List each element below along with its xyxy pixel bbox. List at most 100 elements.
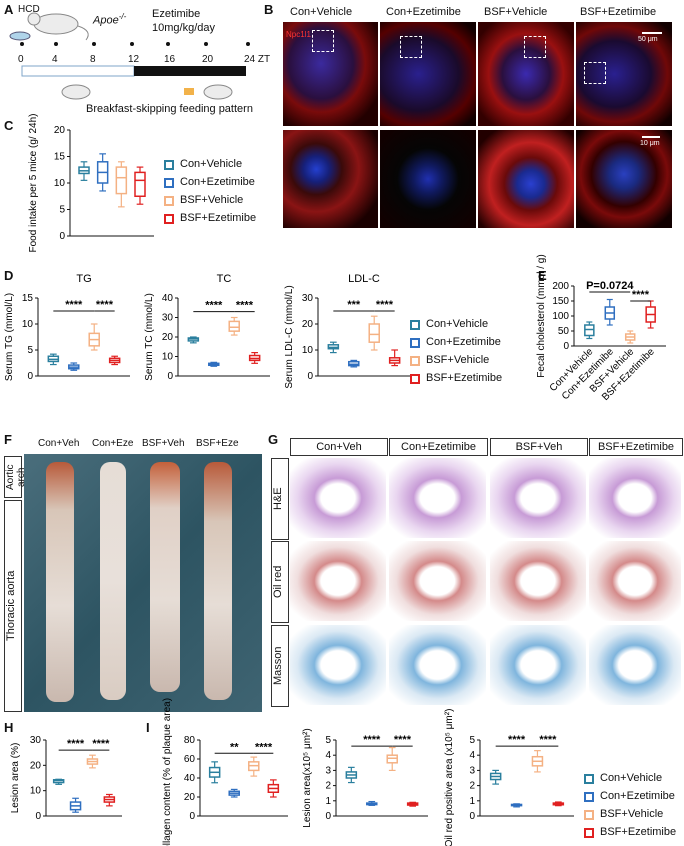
panel-g-title: BSF+Veh bbox=[490, 438, 588, 456]
y-tick-label: 0 bbox=[167, 371, 173, 382]
panel-letter-h: H bbox=[4, 720, 14, 735]
panel-f-title: Con+Eze bbox=[92, 438, 134, 449]
legend-swatch bbox=[584, 774, 594, 784]
box-bsf-vehicle bbox=[115, 166, 128, 195]
label-thoracic-aorta: Thoracic aorta bbox=[4, 500, 22, 712]
sig-label: **** bbox=[92, 738, 110, 750]
legend-label: BSF+Ezetimibe bbox=[180, 212, 257, 224]
box-bsf-ezetimibe bbox=[134, 171, 146, 198]
panel-g-row-label: Oil red bbox=[271, 541, 289, 623]
legend-swatch bbox=[164, 178, 174, 188]
sig-label: **** bbox=[632, 289, 650, 301]
schematic-a bbox=[9, 12, 246, 100]
chart-d-tc: 0 10 20 30 40 Serum TC (mmol/L) TC **** **** bbox=[144, 273, 270, 382]
sig-label: **** bbox=[236, 300, 254, 312]
sig-label: P=0.0724 bbox=[586, 280, 634, 292]
y-axis-label: Serum TC (mmol/L) bbox=[144, 293, 155, 381]
timeline-dot bbox=[204, 42, 208, 46]
chart-i-lesion-area: 0 1 2 3 4 5 Lesion area(x10⁵ μm²) **** **** bbox=[302, 728, 428, 828]
y-tick-label: 0 bbox=[59, 231, 65, 242]
y-tick-label: 20 bbox=[162, 332, 174, 343]
chart-e-fecal: 0 50 100 150 200 Fecal cholesterol (mmol / g)… bbox=[536, 254, 666, 403]
legend-label: Con+Vehicle bbox=[180, 158, 243, 170]
y-tick-label: 40 bbox=[184, 773, 196, 784]
panel-letter-b: B bbox=[264, 2, 274, 17]
histology-image bbox=[290, 458, 386, 538]
npc1l1-stain-label: Npc1l1 bbox=[286, 30, 311, 39]
zoom-box-2 bbox=[400, 36, 422, 58]
micro-b-top-bsf-veh bbox=[478, 22, 574, 126]
y-tick-label: 200 bbox=[552, 281, 569, 292]
timeline-dot bbox=[166, 42, 170, 46]
timeline-dot bbox=[130, 42, 134, 46]
y-tick-label: 50 bbox=[558, 326, 570, 337]
y-tick-label: 5 bbox=[469, 735, 475, 746]
y-axis-label: Lesion area(x10⁵ μm²) bbox=[302, 728, 313, 827]
panel-letter-g: G bbox=[268, 432, 279, 447]
y-tick-label: 2 bbox=[469, 781, 475, 792]
timeline-tick: 4 bbox=[52, 54, 58, 65]
y-axis-label: Food intake per 5 mice (g/ 24h) bbox=[28, 114, 39, 253]
zoom-box-4 bbox=[584, 62, 606, 84]
apoe-label: Apoe-/- bbox=[93, 12, 126, 27]
histology-image bbox=[589, 541, 681, 621]
histology-image bbox=[290, 541, 386, 621]
legend-label: BSF+Vehicle bbox=[600, 808, 664, 820]
y-tick-label: 2 bbox=[325, 781, 331, 792]
panel-letter-f: F bbox=[4, 432, 12, 447]
legend-swatch bbox=[410, 320, 420, 330]
timeline-tick: 12 bbox=[128, 54, 140, 65]
y-tick-label: 0 bbox=[563, 341, 569, 352]
y-tick-label: 10 bbox=[22, 319, 34, 330]
box-bsf-vehicle bbox=[368, 323, 380, 343]
y-tick-label: 5 bbox=[59, 205, 65, 216]
panel-g-title: Con+Veh bbox=[290, 438, 388, 456]
chart-h-lesion: 0 10 20 30 Lesion area (%) **** **** bbox=[10, 735, 122, 822]
histology-image bbox=[490, 541, 586, 621]
panel-g-row-label: H&E bbox=[271, 458, 289, 540]
sig-label: **** bbox=[508, 734, 526, 746]
histology-image bbox=[290, 625, 386, 705]
timeline-tick: 8 bbox=[90, 54, 96, 65]
sig-label: **** bbox=[255, 741, 273, 753]
histology-image bbox=[490, 625, 586, 705]
chart-title: LDL-C bbox=[348, 273, 380, 285]
y-tick-label: 20 bbox=[184, 792, 196, 803]
timeline-tick: 0 bbox=[18, 54, 24, 65]
panel-letter-d: D bbox=[4, 268, 14, 283]
box-bsf-vehicle bbox=[228, 320, 240, 332]
zoom-box-1 bbox=[312, 30, 334, 52]
y-axis-label: Oil red positive area (x10⁵ μm²) bbox=[444, 709, 455, 846]
panel-f-title: BSF+Eze bbox=[196, 438, 239, 449]
micro-b-top-con-veh bbox=[283, 22, 378, 126]
panel-b-title: Con+Ezetimibe bbox=[386, 6, 461, 18]
legend-label: BSF+Ezetimibe bbox=[600, 826, 677, 838]
sig-label: **** bbox=[67, 738, 85, 750]
panel-f-title: BSF+Veh bbox=[142, 438, 185, 449]
chart-i-oilred: 0 1 2 3 4 5 Oil red positive area (x10⁵ μm²) **… bbox=[444, 709, 574, 846]
y-tick-label: 80 bbox=[184, 735, 196, 746]
sig-label: **** bbox=[539, 734, 557, 746]
micro-b-top-con-eze bbox=[380, 22, 476, 126]
legend-swatch bbox=[164, 214, 174, 224]
y-tick-label: 60 bbox=[184, 754, 196, 765]
y-tick-label: 20 bbox=[302, 319, 314, 330]
legend-label: Con+Ezetimibe bbox=[426, 336, 501, 348]
sig-label: **** bbox=[65, 299, 83, 311]
apoe-sup: -/- bbox=[118, 12, 127, 21]
legend-swatch bbox=[410, 356, 420, 366]
zoom-box-3 bbox=[524, 36, 546, 58]
apoe-text: Apoe bbox=[93, 14, 119, 27]
chart-d-tg: 0 5 10 15 Serum TG (mmol/L) TG **** **** bbox=[4, 273, 130, 382]
legend-label: BSF+Vehicle bbox=[180, 194, 244, 206]
y-axis-label: Fecal cholesterol (mmol / g) bbox=[536, 254, 547, 377]
legend-label: Con+Vehicle bbox=[426, 318, 489, 330]
chart-c-food-intake: 0 5 10 15 20 Food intake per 5 mice (g/ 24h) bbox=[28, 114, 154, 252]
y-tick-label: 0 bbox=[325, 811, 331, 822]
y-tick-label: 0 bbox=[27, 371, 33, 382]
panel-g-title: Con+Ezetimibe bbox=[389, 438, 488, 456]
y-tick-label: 1 bbox=[469, 796, 475, 807]
y-tick-label: 4 bbox=[469, 750, 475, 761]
legend-label: BSF+Ezetimibe bbox=[426, 372, 503, 384]
y-tick-label: 30 bbox=[162, 313, 174, 324]
